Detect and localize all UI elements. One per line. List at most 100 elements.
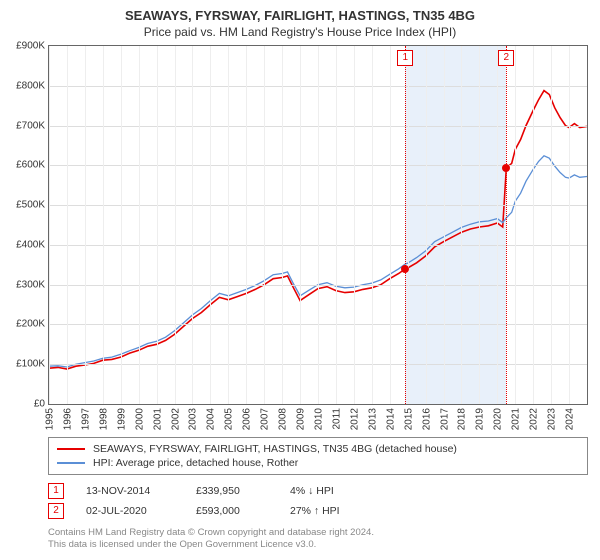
- y-tick-label: £500K: [16, 200, 49, 211]
- x-gridline: [264, 46, 265, 404]
- x-gridline: [300, 46, 301, 404]
- x-gridline: [246, 46, 247, 404]
- sale-marker-icon: 2: [48, 503, 64, 519]
- sale-dot: [502, 164, 510, 172]
- x-gridline: [426, 46, 427, 404]
- legend-label: HPI: Average price, detached house, Roth…: [93, 457, 298, 469]
- x-tick-label: 2008: [276, 408, 289, 430]
- x-tick-label: 2001: [150, 408, 163, 430]
- x-tick-label: 1998: [96, 408, 109, 430]
- x-gridline: [551, 46, 552, 404]
- x-tick-label: 2013: [365, 408, 378, 430]
- legend-swatch: [57, 448, 85, 450]
- x-tick-label: 2022: [527, 408, 540, 430]
- y-tick-label: £700K: [16, 120, 49, 131]
- x-gridline: [461, 46, 462, 404]
- y-tick-label: £600K: [16, 160, 49, 171]
- x-gridline: [408, 46, 409, 404]
- y-tick-label: £400K: [16, 239, 49, 250]
- x-tick-label: 2002: [168, 408, 181, 430]
- x-gridline: [103, 46, 104, 404]
- sale-vline: [506, 46, 507, 404]
- x-tick-label: 2020: [491, 408, 504, 430]
- x-gridline: [139, 46, 140, 404]
- sale-marker-icon: 2: [498, 50, 514, 66]
- x-gridline: [515, 46, 516, 404]
- x-tick-label: 2017: [437, 408, 450, 430]
- chart-subtitle: Price paid vs. HM Land Registry's House …: [0, 23, 600, 45]
- x-gridline: [318, 46, 319, 404]
- y-tick-label: £300K: [16, 279, 49, 290]
- sale-price: £593,000: [196, 505, 268, 517]
- x-gridline: [390, 46, 391, 404]
- x-gridline: [67, 46, 68, 404]
- sale-row: 2 02-JUL-2020 £593,000 27% ↑ HPI: [48, 501, 588, 521]
- x-tick-label: 2006: [240, 408, 253, 430]
- x-gridline: [228, 46, 229, 404]
- x-gridline: [354, 46, 355, 404]
- x-tick-label: 2019: [473, 408, 486, 430]
- y-tick-label: £900K: [16, 41, 49, 52]
- sale-diff: 27% ↑ HPI: [290, 505, 380, 517]
- x-gridline: [497, 46, 498, 404]
- x-tick-label: 2024: [563, 408, 576, 430]
- y-tick-label: £800K: [16, 80, 49, 91]
- sale-date: 02-JUL-2020: [86, 505, 174, 517]
- x-gridline: [444, 46, 445, 404]
- x-gridline: [336, 46, 337, 404]
- sale-price: £339,950: [196, 485, 268, 497]
- x-tick-label: 2018: [455, 408, 468, 430]
- x-tick-label: 2021: [509, 408, 522, 430]
- x-tick-label: 1999: [114, 408, 127, 430]
- legend: SEAWAYS, FYRSWAY, FAIRLIGHT, HASTINGS, T…: [48, 437, 588, 475]
- x-tick-label: 2007: [258, 408, 271, 430]
- x-tick-label: 2011: [329, 408, 342, 430]
- x-gridline: [479, 46, 480, 404]
- x-tick-label: 2023: [545, 408, 558, 430]
- sale-vline: [405, 46, 406, 404]
- x-tick-label: 2015: [401, 408, 414, 430]
- x-tick-label: 2000: [132, 408, 145, 430]
- y-tick-label: £100K: [16, 359, 49, 370]
- plot-area: £0£100K£200K£300K£400K£500K£600K£700K£80…: [48, 45, 588, 405]
- x-tick-label: 2004: [204, 408, 217, 430]
- legend-label: SEAWAYS, FYRSWAY, FAIRLIGHT, HASTINGS, T…: [93, 443, 457, 455]
- x-gridline: [192, 46, 193, 404]
- x-gridline: [49, 46, 50, 404]
- chart-title: SEAWAYS, FYRSWAY, FAIRLIGHT, HASTINGS, T…: [0, 0, 600, 23]
- footnote: Contains HM Land Registry data © Crown c…: [48, 527, 588, 551]
- x-gridline: [372, 46, 373, 404]
- x-gridline: [157, 46, 158, 404]
- x-gridline: [121, 46, 122, 404]
- x-gridline: [210, 46, 211, 404]
- x-tick-label: 1996: [60, 408, 73, 430]
- sales-table: 1 13-NOV-2014 £339,950 4% ↓ HPI 2 02-JUL…: [48, 481, 588, 521]
- x-tick-label: 1995: [43, 408, 56, 430]
- footnote-line: Contains HM Land Registry data © Crown c…: [48, 527, 588, 539]
- x-gridline: [533, 46, 534, 404]
- x-tick-label: 2009: [294, 408, 307, 430]
- sale-diff: 4% ↓ HPI: [290, 485, 380, 497]
- sale-dot: [401, 265, 409, 273]
- x-tick-label: 2003: [186, 408, 199, 430]
- x-gridline: [175, 46, 176, 404]
- legend-swatch: [57, 462, 85, 464]
- x-tick-label: 2010: [312, 408, 325, 430]
- sale-date: 13-NOV-2014: [86, 485, 174, 497]
- footnote-line: This data is licensed under the Open Gov…: [48, 539, 588, 551]
- x-gridline: [282, 46, 283, 404]
- sale-row: 1 13-NOV-2014 £339,950 4% ↓ HPI: [48, 481, 588, 501]
- chart-container: SEAWAYS, FYRSWAY, FAIRLIGHT, HASTINGS, T…: [0, 0, 600, 560]
- x-tick-label: 2005: [222, 408, 235, 430]
- legend-item-property: SEAWAYS, FYRSWAY, FAIRLIGHT, HASTINGS, T…: [57, 442, 579, 456]
- x-tick-label: 2012: [347, 408, 360, 430]
- x-tick-label: 1997: [78, 408, 91, 430]
- x-gridline: [85, 46, 86, 404]
- x-tick-label: 2014: [383, 408, 396, 430]
- y-tick-label: £200K: [16, 319, 49, 330]
- sale-marker-icon: 1: [48, 483, 64, 499]
- x-gridline: [569, 46, 570, 404]
- sale-marker-icon: 1: [397, 50, 413, 66]
- x-tick-label: 2016: [419, 408, 432, 430]
- legend-item-hpi: HPI: Average price, detached house, Roth…: [57, 456, 579, 470]
